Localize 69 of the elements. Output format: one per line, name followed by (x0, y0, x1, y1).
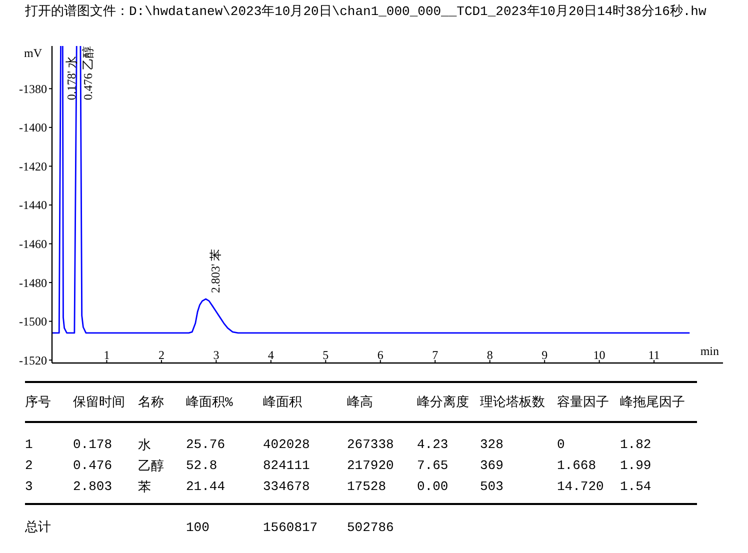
category-label: 峰面积% (186, 394, 233, 411)
text: 100 (186, 520, 210, 534)
x-tick-label: 3 (213, 348, 220, 362)
x-tick-label: 11 (648, 348, 660, 362)
text: 1 (25, 437, 33, 452)
annotation: 0.476 乙醇 (81, 46, 96, 100)
y-tick-label: -1480 (19, 276, 47, 290)
text: 0 (557, 437, 565, 452)
y-tick-label: -1500 (19, 314, 47, 329)
text: 334678 (263, 479, 310, 494)
x-tick-label: 9 (542, 348, 548, 362)
category-label: 峰面积 (263, 394, 302, 411)
x-tick-label: 2 (158, 348, 164, 362)
text: 1.54 (620, 479, 652, 494)
text: 0.476 (73, 458, 112, 473)
text: 水 (138, 438, 151, 452)
text: 1560817 (263, 520, 318, 534)
text: 0.00 (417, 479, 448, 494)
text: 824111 (263, 458, 310, 473)
text: 1.82 (620, 437, 652, 452)
text: 369 (480, 458, 504, 473)
text: 25.76 (186, 437, 226, 452)
y-tick-label: -1440 (19, 198, 47, 212)
text: 217920 (347, 458, 394, 473)
text: 2 (25, 458, 33, 473)
category-label: 峰分离度 (417, 394, 469, 411)
category-label: 理论塔板数 (480, 394, 545, 411)
y-tick-label: -1380 (19, 82, 47, 96)
category-label: 容量因子 (557, 394, 609, 411)
y-axis-title: mV (24, 46, 42, 60)
text: 1.668 (557, 458, 596, 473)
category-label: 峰拖尾因子 (620, 394, 685, 411)
text: 267338 (347, 437, 394, 452)
text: 503 (480, 479, 504, 494)
category-label: 序号 (25, 394, 51, 411)
x-tick-label: 8 (486, 348, 493, 362)
text: 7.65 (417, 458, 448, 473)
text: 0.178 (73, 437, 112, 452)
annotation: 2.803' 苯 (208, 248, 222, 294)
text: 502786 (347, 520, 394, 534)
x-tick-label: 10 (593, 348, 606, 362)
x-axis-title: min (700, 344, 719, 358)
y-tick-label: -1420 (19, 159, 47, 174)
text: 4.23 (417, 437, 448, 452)
text: 328 (480, 437, 504, 452)
text: 苯 (138, 480, 151, 494)
text: 402028 (263, 437, 310, 452)
category-label: 名称 (138, 394, 164, 411)
x-tick-label: 7 (432, 348, 438, 362)
text: 1.99 (620, 458, 652, 473)
category-label: 保留时间 (73, 394, 125, 411)
x-tick-label: 1 (104, 348, 110, 362)
category-label: 峰高 (347, 394, 373, 411)
text: 总计 (25, 520, 51, 535)
y-tick-label: -1520 (19, 353, 47, 368)
y-tick-label: -1400 (19, 120, 47, 135)
x-tick-label: 5 (322, 348, 329, 362)
x-tick-label: 6 (377, 348, 384, 362)
text: 2.803 (73, 479, 112, 494)
text: 52.8 (186, 458, 218, 473)
y-tick-label: -1460 (19, 237, 47, 252)
x-tick-label: 4 (268, 348, 274, 362)
annotation: 0.178' 水 (64, 56, 79, 100)
text: 21.44 (186, 479, 226, 494)
text: 乙醇 (138, 458, 164, 474)
chart-title: 打开的谱图文件：D:\hwdatanew\2023年10月20日\chan1_000_000__TCD1_2023年10月20日14时38分16秒.hw (25, 4, 706, 19)
text: 17528 (347, 479, 386, 494)
text: 3 (25, 479, 33, 494)
text: 14.720 (557, 479, 604, 494)
